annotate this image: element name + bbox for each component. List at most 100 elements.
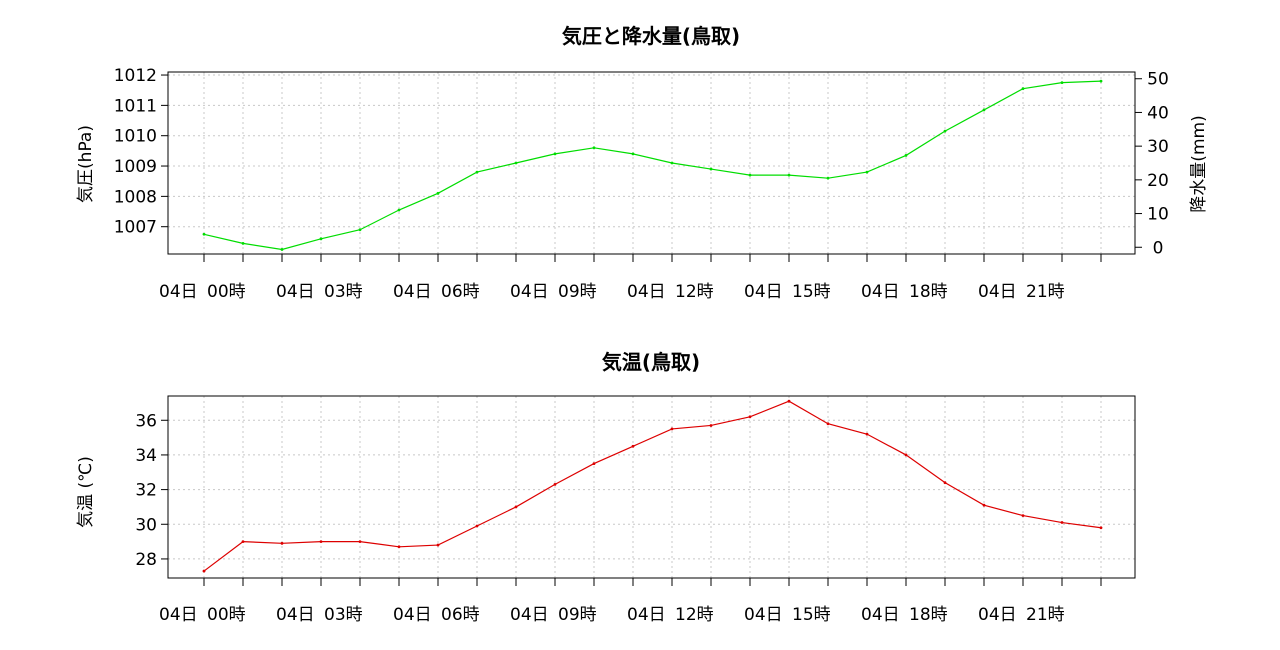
data-point bbox=[1021, 514, 1025, 517]
x-tick-label-hour: 12時 bbox=[675, 282, 714, 302]
data-point bbox=[787, 173, 791, 177]
data-point bbox=[670, 161, 674, 165]
data-point bbox=[475, 170, 479, 174]
pressure-precip-panel: 1007 1008 1009 1010 1011 1012 0 10 20 30 40 50 04日 00… bbox=[114, 66, 1169, 302]
data-point bbox=[904, 453, 908, 457]
data-point bbox=[514, 161, 518, 165]
x-tick-label-day: 04日 bbox=[978, 282, 1017, 302]
plot-frame bbox=[167, 395, 1136, 579]
data-point bbox=[1021, 87, 1025, 91]
right-y-tick-label: 30 bbox=[1147, 137, 1169, 157]
data-point bbox=[982, 108, 986, 112]
right-y-tick-label: 10 bbox=[1147, 205, 1169, 225]
data-point bbox=[202, 569, 206, 573]
data-point bbox=[319, 237, 323, 241]
data-point bbox=[709, 167, 713, 171]
temperature-chart-title: 気温(鳥取) bbox=[602, 350, 700, 374]
data-point bbox=[943, 481, 947, 485]
data-point bbox=[397, 208, 401, 212]
data-point bbox=[358, 228, 362, 232]
right-y-tick-label: 50 bbox=[1147, 70, 1169, 90]
pressure-chart-title: 気圧と降水量(鳥取) bbox=[562, 24, 740, 48]
data-point bbox=[436, 543, 440, 547]
x-tick-label-day: 04日 bbox=[276, 282, 315, 302]
x-tick-label-hour: 21時 bbox=[1026, 282, 1065, 302]
data-point bbox=[826, 422, 830, 426]
x-tick-label-day: 04日 bbox=[744, 282, 783, 302]
x-tick-label-hour: 21時 bbox=[1026, 605, 1065, 625]
x-tick-label-day: 04日 bbox=[159, 605, 198, 625]
right-y-tick-label: 0 bbox=[1153, 238, 1164, 258]
x-tick-label-day: 04日 bbox=[159, 282, 198, 302]
pressure-y-axis-label: 気圧(hPa) bbox=[76, 125, 96, 203]
x-tick-label-hour: 15時 bbox=[792, 605, 831, 625]
y-tick-label: 1010 bbox=[114, 127, 157, 147]
x-tick-label-day: 04日 bbox=[861, 605, 900, 625]
data-point bbox=[904, 154, 908, 157]
x-tick-label-hour: 00時 bbox=[207, 282, 246, 302]
data-point bbox=[982, 503, 986, 507]
plot-frame bbox=[167, 71, 1136, 255]
x-tick-label-day: 04日 bbox=[510, 282, 549, 302]
data-point bbox=[280, 541, 284, 545]
series-line bbox=[203, 400, 1102, 572]
y-tick-label: 1008 bbox=[114, 187, 157, 207]
data-point bbox=[319, 540, 323, 543]
data-point bbox=[631, 152, 635, 156]
x-tick-label-day: 04日 bbox=[627, 282, 666, 302]
data-point bbox=[358, 540, 362, 543]
x-tick-label-day: 04日 bbox=[744, 605, 783, 625]
x-tick-label-day: 04日 bbox=[510, 605, 549, 625]
y-tick-label: 1007 bbox=[114, 218, 157, 238]
x-tick-label-day: 04日 bbox=[393, 605, 432, 625]
x-tick-label-hour: 12時 bbox=[675, 605, 714, 625]
data-point bbox=[241, 241, 245, 245]
temperature-panel: 28 30 32 34 36 04日 00時 04日 03時 04日 06時 04日 09時 04日 12時… bbox=[135, 395, 1136, 625]
data-point bbox=[553, 483, 557, 486]
precipitation-y-axis-label: 降水量(mm) bbox=[1189, 115, 1209, 212]
y-tick-label: 36 bbox=[135, 411, 157, 431]
data-point bbox=[592, 462, 596, 465]
data-point bbox=[865, 432, 869, 436]
x-tick-label-day: 04日 bbox=[861, 282, 900, 302]
y-tick-label: 32 bbox=[135, 481, 157, 501]
x-tick-label-day: 04日 bbox=[978, 605, 1017, 625]
x-tick-label-hour: 03時 bbox=[324, 605, 363, 625]
data-point bbox=[1060, 81, 1064, 85]
data-point bbox=[748, 415, 752, 419]
data-point bbox=[241, 540, 245, 543]
x-tick-label-hour: 03時 bbox=[324, 282, 363, 302]
x-tick-label-hour: 18時 bbox=[909, 282, 948, 302]
x-tick-label-hour: 09時 bbox=[558, 282, 597, 302]
data-point bbox=[514, 505, 518, 509]
data-point bbox=[553, 152, 557, 156]
data-point bbox=[1099, 79, 1103, 83]
data-point bbox=[592, 146, 596, 150]
temperature-y-axis-label: 気温 (℃) bbox=[76, 456, 96, 528]
series-line bbox=[203, 80, 1102, 251]
x-tick-label-hour: 09時 bbox=[558, 605, 597, 625]
data-point bbox=[865, 170, 869, 174]
x-tick-label-hour: 18時 bbox=[909, 605, 948, 625]
y-tick-label: 34 bbox=[135, 446, 157, 466]
right-y-tick-label: 20 bbox=[1147, 171, 1169, 191]
x-tick-label-day: 04日 bbox=[276, 605, 315, 625]
x-tick-label-day: 04日 bbox=[393, 282, 432, 302]
data-point bbox=[475, 524, 479, 528]
data-point bbox=[202, 232, 206, 236]
x-tick-label-hour: 00時 bbox=[207, 605, 246, 625]
y-tick-label: 1009 bbox=[114, 157, 157, 177]
y-tick-label: 28 bbox=[135, 550, 157, 570]
x-tick-label-day: 04日 bbox=[627, 605, 666, 625]
data-point bbox=[748, 173, 752, 177]
right-y-tick-label: 40 bbox=[1147, 103, 1169, 123]
y-tick-label: 30 bbox=[135, 515, 157, 535]
y-tick-label: 1012 bbox=[114, 66, 157, 86]
data-point bbox=[943, 129, 947, 133]
x-tick-label-hour: 06時 bbox=[441, 605, 480, 625]
x-tick-label-hour: 06時 bbox=[441, 282, 480, 302]
data-point bbox=[631, 444, 635, 448]
data-point bbox=[787, 399, 791, 403]
data-point bbox=[397, 545, 401, 549]
